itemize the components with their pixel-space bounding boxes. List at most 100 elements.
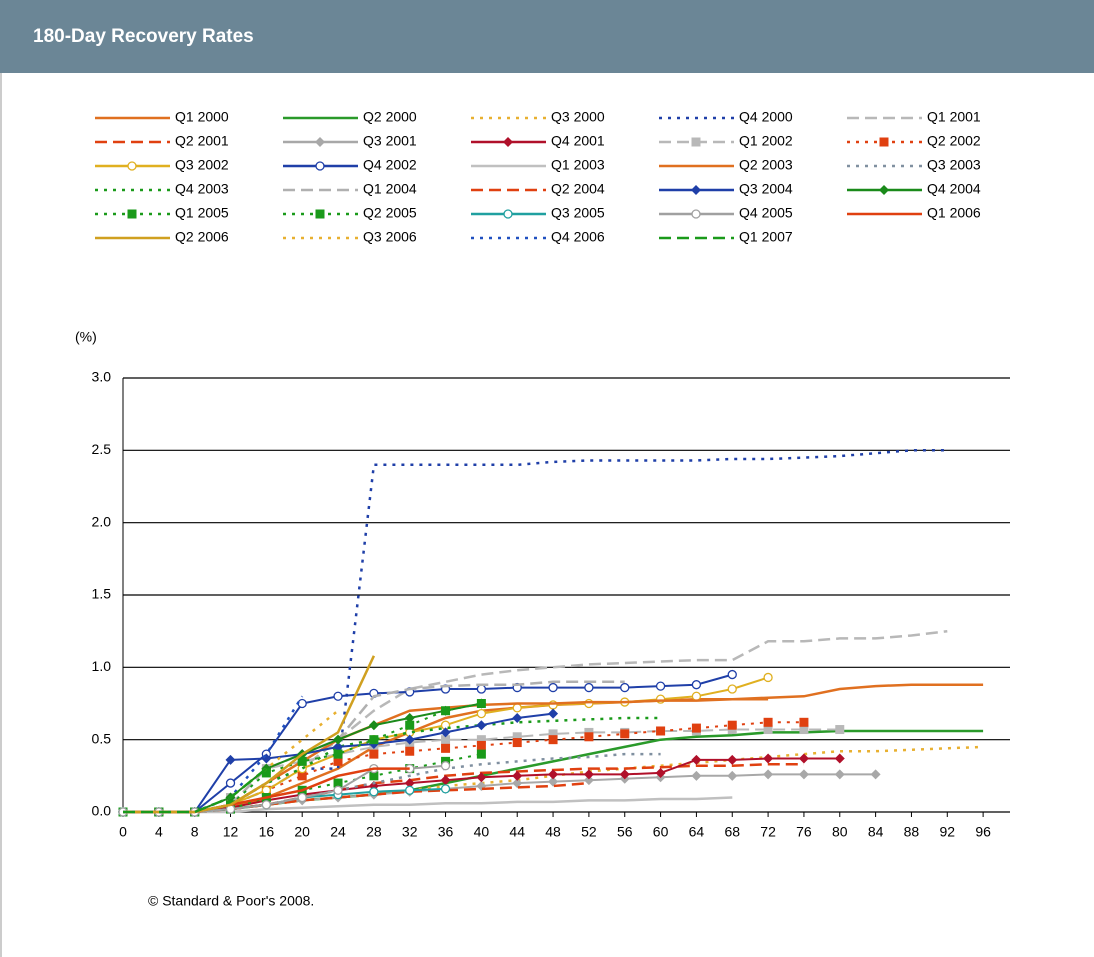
legend-label: Q2 2006 — [175, 229, 229, 245]
point-marker — [584, 698, 594, 709]
point-marker — [691, 770, 702, 781]
x-tick-label: 16 — [259, 824, 275, 840]
y-axis-label: (%) — [75, 329, 97, 345]
point-marker — [799, 717, 809, 727]
point-marker — [798, 769, 809, 780]
point-marker — [763, 672, 773, 683]
point-marker — [297, 756, 307, 766]
point-marker — [870, 769, 881, 780]
legend-label: Q2 2003 — [739, 157, 793, 173]
x-tick-label: 4 — [155, 824, 163, 840]
header: 180-Day Recovery Rates — [0, 0, 1094, 73]
point-marker — [369, 787, 379, 797]
legend-marker — [127, 161, 137, 171]
point-marker — [727, 770, 738, 781]
legend-marker — [691, 137, 701, 147]
point-marker — [763, 725, 773, 735]
x-tick-label: 44 — [509, 824, 525, 840]
point-marker — [404, 778, 415, 789]
point-marker — [512, 738, 522, 748]
y-tick-label: 3.0 — [92, 369, 112, 385]
chart-title: 180-Day Recovery Rates — [33, 26, 254, 47]
point-marker — [476, 749, 486, 759]
legend-label: Q4 2000 — [739, 109, 793, 125]
x-tick-label: 52 — [581, 824, 597, 840]
legend-marker — [127, 209, 137, 219]
point-marker — [512, 770, 523, 781]
point-marker — [476, 684, 487, 694]
legend-label: Q4 2003 — [175, 181, 229, 197]
point-marker — [441, 706, 451, 716]
point-marker — [404, 734, 415, 745]
legend-label: Q3 2004 — [739, 181, 793, 197]
point-marker — [834, 769, 845, 780]
legend-label: Q2 2001 — [175, 133, 229, 149]
legend-label: Q4 2001 — [551, 133, 605, 149]
legend-marker — [315, 161, 325, 171]
x-tick-label: 68 — [724, 824, 740, 840]
legend-label: Q1 2000 — [175, 109, 229, 125]
point-marker — [619, 769, 630, 780]
x-tick-label: 60 — [653, 824, 669, 840]
x-tick-label: 72 — [760, 824, 776, 840]
point-marker — [727, 754, 738, 765]
x-tick-label: 8 — [191, 824, 199, 840]
point-marker — [512, 712, 523, 723]
point-marker — [441, 735, 451, 745]
point-marker — [691, 680, 702, 690]
x-tick-label: 56 — [617, 824, 633, 840]
point-marker — [440, 784, 451, 794]
point-marker — [333, 778, 343, 788]
x-tick-label: 24 — [330, 824, 346, 840]
point-marker — [333, 756, 343, 766]
y-tick-label: 2.5 — [92, 441, 112, 457]
x-tick-label: 84 — [868, 824, 884, 840]
point-marker — [476, 740, 486, 750]
legend-label: Q3 2002 — [175, 157, 229, 173]
point-marker — [369, 735, 379, 745]
point-marker — [548, 729, 558, 739]
point-marker — [512, 732, 522, 742]
x-tick-label: 36 — [438, 824, 454, 840]
point-marker — [548, 776, 559, 787]
point-marker — [476, 699, 486, 708]
legend-label: Q1 2005 — [175, 205, 229, 221]
legend-label: Q2 2005 — [363, 205, 417, 221]
point-marker — [584, 682, 594, 693]
legend-label: Q2 2002 — [927, 133, 981, 149]
point-marker — [405, 785, 415, 795]
point-marker — [727, 669, 737, 680]
legend-label: Q2 2000 — [363, 109, 417, 125]
legend-label: Q4 2002 — [363, 157, 417, 173]
x-tick-label: 92 — [939, 824, 955, 840]
point-marker — [548, 682, 558, 693]
point-marker — [655, 681, 666, 691]
y-tick-label: 0.0 — [92, 803, 112, 819]
point-marker — [620, 682, 630, 693]
point-marker — [691, 754, 702, 765]
point-marker — [440, 727, 451, 738]
point-marker — [655, 767, 666, 778]
y-tick-label: 1.0 — [92, 658, 112, 674]
x-tick-label: 32 — [402, 824, 418, 840]
x-tick-label: 88 — [904, 824, 920, 840]
point-marker — [476, 720, 487, 731]
series-line — [123, 673, 733, 813]
legend-label: Q3 2001 — [363, 133, 417, 149]
point-marker — [691, 691, 702, 701]
point-marker — [405, 746, 415, 756]
legend-marker — [691, 209, 701, 219]
legend-label: Q4 2004 — [927, 181, 981, 197]
legend-label: Q4 2005 — [739, 205, 793, 221]
point-marker — [798, 753, 809, 764]
y-tick-label: 0.5 — [92, 730, 112, 746]
series-line — [123, 728, 840, 813]
legend-label: Q3 2000 — [551, 109, 605, 125]
x-tick-label: 0 — [119, 824, 127, 840]
series-line — [123, 796, 733, 814]
legend-label: Q3 2005 — [551, 205, 605, 221]
point-marker — [369, 771, 379, 781]
legend-label: Q1 2002 — [739, 133, 793, 149]
legend-marker — [315, 209, 325, 219]
legend-marker — [879, 137, 889, 147]
